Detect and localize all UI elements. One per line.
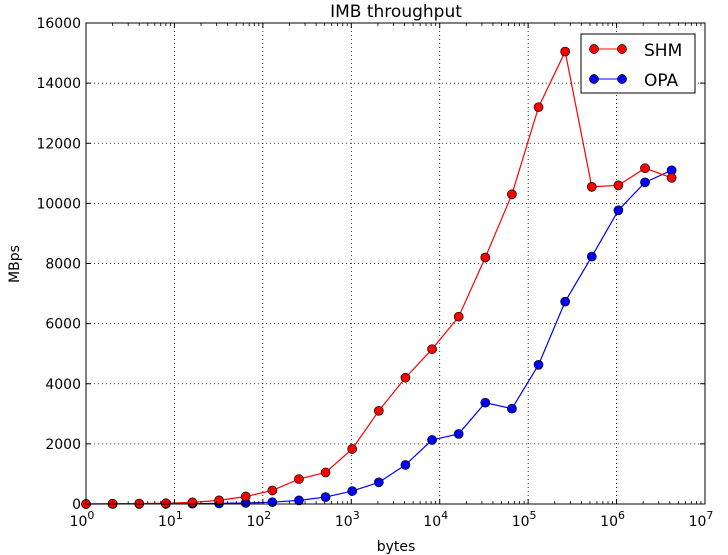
x-tick-label: 102 <box>246 509 271 530</box>
legend-box <box>580 33 696 94</box>
x-tick-label: 103 <box>335 509 360 530</box>
data-point-shm <box>666 172 677 183</box>
data-point-opa <box>586 251 597 262</box>
data-point-opa <box>427 435 437 445</box>
series-line-opa <box>85 169 672 505</box>
data-point-shm <box>427 344 437 355</box>
x-tick-exponent: 2 <box>264 509 271 522</box>
x-tick-label: 104 <box>423 509 448 530</box>
data-point-shm <box>613 180 624 191</box>
x-tick-label: 107 <box>689 509 714 530</box>
y-tick-label: 16000 <box>36 16 81 32</box>
x-tick-exponent: 3 <box>353 509 360 522</box>
x-tick-labels: 100 101 102 103 104 105 106 107 <box>70 509 714 530</box>
y-tick-label: 8000 <box>45 257 81 273</box>
x-tick-exponent: 6 <box>618 509 625 522</box>
x-axis-label: bytes <box>377 539 416 555</box>
data-point-opa <box>533 359 544 370</box>
legend-marker-shm <box>617 44 627 54</box>
data-point-shm <box>533 102 544 113</box>
data-point-opa <box>507 403 517 414</box>
data-point-shm <box>373 405 384 416</box>
data-point-opa <box>320 492 331 502</box>
x-tick-label: 105 <box>512 509 537 530</box>
legend: SHM OPA <box>580 33 696 94</box>
y-tick-label: 14000 <box>36 76 81 92</box>
y-tick-label: 2000 <box>45 437 81 453</box>
x-tick-exponent: 4 <box>441 509 448 522</box>
data-point-opa <box>480 397 491 408</box>
data-point-shm <box>320 467 331 478</box>
series-layer <box>81 46 677 509</box>
x-tick-exponent: 5 <box>530 509 537 522</box>
data-point-shm <box>453 311 464 322</box>
data-point-opa <box>400 460 411 470</box>
legend-label-opa: OPA <box>644 71 679 91</box>
data-point-opa <box>294 495 304 506</box>
data-point-opa <box>267 497 278 508</box>
x-tick-exponent: 7 <box>706 509 713 522</box>
data-point-opa <box>640 177 650 188</box>
y-tick-label: 12000 <box>36 136 81 152</box>
data-point-opa <box>560 296 571 307</box>
data-point-shm <box>267 485 278 496</box>
data-point-opa <box>347 486 358 496</box>
legend-marker-opa <box>589 74 599 84</box>
data-point-opa <box>453 429 464 439</box>
data-point-opa <box>373 477 384 488</box>
x-tick-label: 106 <box>600 509 625 530</box>
x-tick-exponent: 1 <box>176 509 183 522</box>
y-tick-labels: 0 2000 4000 6000 8000 10000 12000 14000 16000 <box>36 16 81 513</box>
tick-marks <box>85 22 706 505</box>
data-point-shm <box>560 46 571 57</box>
y-tick-label: 0 <box>72 497 81 513</box>
data-point-opa <box>613 205 624 216</box>
y-tick-label: 4000 <box>45 377 81 393</box>
x-tick-exponent: 0 <box>87 509 94 522</box>
y-axis-label: MBps <box>7 245 23 283</box>
y-tick-label: 6000 <box>45 317 81 333</box>
data-point-shm <box>480 252 491 263</box>
legend-marker-shm <box>589 44 599 54</box>
data-point-shm <box>400 372 411 383</box>
legend-label-shm: SHM <box>644 41 682 61</box>
data-point-shm <box>507 189 517 200</box>
chart-title: IMB throughput <box>330 2 462 22</box>
legend-marker-opa <box>617 74 627 84</box>
series-line-shm <box>85 49 672 505</box>
data-point-shm <box>586 181 597 192</box>
data-point-shm <box>240 491 251 502</box>
data-point-shm <box>294 474 304 484</box>
y-tick-label: 10000 <box>36 196 81 212</box>
grid-lines <box>86 23 705 504</box>
x-tick-label: 101 <box>158 509 183 530</box>
data-point-shm <box>187 497 198 508</box>
data-point-shm <box>347 444 358 454</box>
data-point-shm <box>640 163 650 174</box>
